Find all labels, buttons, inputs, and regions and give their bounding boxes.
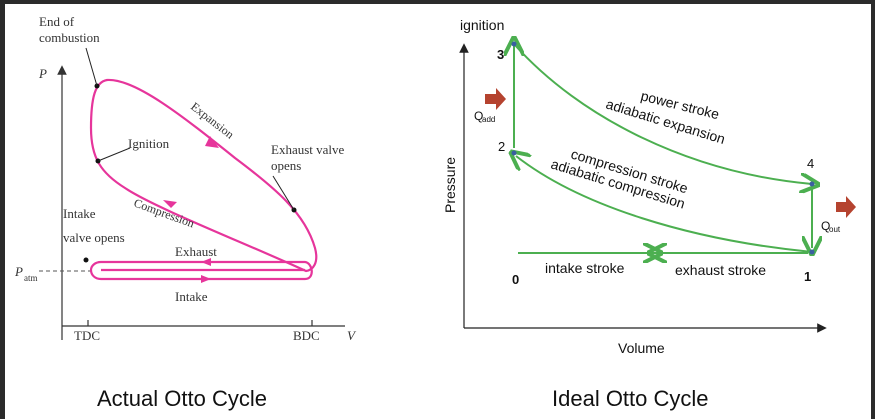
label-qout: Q bbox=[821, 219, 830, 233]
caption-actual-otto: Actual Otto Cycle bbox=[97, 386, 267, 411]
heat-out-arrow bbox=[836, 196, 856, 218]
label-exhaust-valve: Exhaust valve bbox=[271, 142, 345, 157]
label-intake-valve: Intake bbox=[63, 206, 96, 221]
label-p-axis: P bbox=[38, 66, 47, 81]
label-exhaust: Exhaust bbox=[175, 244, 217, 259]
window-frame-left bbox=[0, 0, 5, 419]
label-v-axis: V bbox=[347, 328, 357, 343]
heat-in-arrow bbox=[485, 88, 506, 110]
ideal-state-points bbox=[511, 41, 815, 255]
label-expansion: Expansion bbox=[188, 99, 237, 141]
label-qadd: Q bbox=[474, 109, 483, 123]
label-pressure: Pressure bbox=[442, 157, 458, 213]
label-bdc: BDC bbox=[293, 328, 320, 343]
actual-leader-lines bbox=[85, 47, 295, 211]
label-combustion: combustion bbox=[39, 30, 100, 45]
label-point-2: 2 bbox=[498, 139, 505, 154]
actual-flow-arrows bbox=[163, 136, 219, 283]
label-exhaust-stroke: exhaust stroke bbox=[675, 262, 766, 278]
label-qadd-sub: add bbox=[482, 115, 495, 124]
actual-cycle-curve bbox=[89, 78, 318, 281]
label-point-1: 1 bbox=[804, 269, 811, 284]
label-intake-stroke: intake stroke bbox=[545, 260, 625, 276]
label-opens: opens bbox=[271, 158, 301, 173]
caption-ideal-otto: Ideal Otto Cycle bbox=[552, 386, 709, 411]
label-intake: Intake bbox=[175, 289, 208, 304]
label-patm: P bbox=[15, 264, 23, 279]
ideal-otto-diagram: ignition Pressure Volume 3 2 4 1 0 Q add… bbox=[442, 17, 856, 356]
window-frame-top bbox=[0, 0, 875, 4]
label-point-3: 3 bbox=[497, 47, 504, 62]
label-ignition: Ignition bbox=[128, 136, 170, 151]
actual-otto-panel: End of combustion P Ignition Expansion E… bbox=[14, 8, 377, 360]
label-tdc: TDC bbox=[74, 328, 100, 343]
actual-otto-diagram: End of combustion P Ignition Expansion E… bbox=[14, 14, 357, 343]
label-ideal-ignition: ignition bbox=[460, 17, 504, 33]
label-volume: Volume bbox=[618, 340, 665, 356]
label-end-of: End of bbox=[39, 14, 75, 29]
label-point-0: 0 bbox=[512, 272, 519, 287]
window-frame-right bbox=[871, 0, 875, 419]
label-valve-opens: valve opens bbox=[63, 230, 125, 245]
ideal-cycle-lines bbox=[514, 44, 812, 253]
label-qout-sub: out bbox=[829, 225, 841, 234]
label-patm-sub: atm bbox=[24, 273, 38, 283]
label-point-4: 4 bbox=[807, 156, 814, 171]
